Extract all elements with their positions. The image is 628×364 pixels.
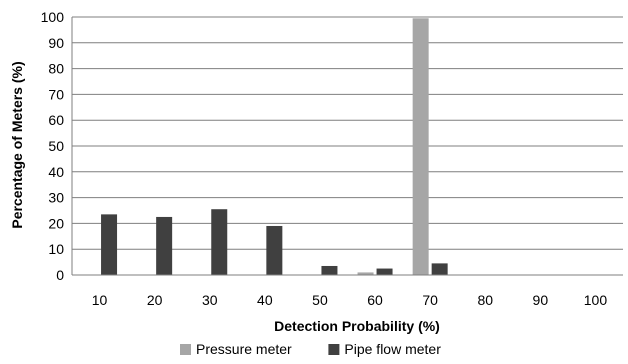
y-tick-label-0: 0 [56, 267, 64, 283]
y-tick-label-100: 100 [41, 9, 65, 25]
y-tick-label-70: 70 [48, 86, 64, 102]
legend-label-pipe-flow-meter: Pipe flow meter [344, 341, 441, 357]
y-tick-labels: 0 10 20 30 40 50 60 70 80 90 100 [41, 9, 65, 283]
legend-label-pressure-meter: Pressure meter [196, 341, 292, 357]
x-tick-labels: 10 20 30 40 50 60 70 80 90 100 [92, 292, 608, 308]
bar-pipe-flow-meter-70 [431, 263, 448, 275]
y-tick-label-80: 80 [48, 61, 64, 77]
x-tick-label-80: 80 [477, 292, 493, 308]
x-axis-title: Detection Probability (%) [274, 318, 440, 334]
x-tick-label-40: 40 [257, 292, 273, 308]
y-tick-label-40: 40 [48, 164, 64, 180]
y-axis-title: Percentage of Meters (%) [9, 61, 25, 228]
x-tick-label-20: 20 [147, 292, 163, 308]
x-tick-label-100: 100 [584, 292, 608, 308]
gridlines [72, 16, 623, 276]
x-tick-label-30: 30 [202, 292, 218, 308]
x-tick-label-90: 90 [533, 292, 549, 308]
bar-pressure-meter-60 [357, 272, 374, 275]
y-tick-label-30: 30 [48, 190, 64, 206]
bar-pressure-meter-70 [412, 18, 429, 275]
y-tick-label-20: 20 [48, 215, 64, 231]
x-tick-label-50: 50 [312, 292, 328, 308]
x-tick-label-10: 10 [92, 292, 108, 308]
bar-pipe-flow-meter-20 [156, 216, 173, 275]
y-tick-label-50: 50 [48, 138, 64, 154]
legend-swatch-pipe-flow-meter [328, 344, 340, 355]
bar-pipe-flow-meter-50 [321, 265, 338, 275]
y-tick-label-60: 60 [48, 112, 64, 128]
legend-swatch-pressure-meter [180, 344, 191, 355]
bar-pipe-flow-meter-10 [101, 214, 118, 275]
x-tick-label-60: 60 [367, 292, 383, 308]
x-tick-label-70: 70 [422, 292, 438, 308]
y-tick-label-10: 10 [48, 241, 64, 257]
bar-pipe-flow-meter-60 [376, 268, 393, 275]
legend: Pressure meter Pipe flow meter [180, 341, 441, 357]
bars [101, 18, 448, 275]
bar-pipe-flow-meter-40 [266, 225, 283, 275]
bar-pipe-flow-meter-30 [211, 209, 228, 275]
y-tick-label-90: 90 [48, 35, 64, 51]
axes [71, 17, 623, 276]
